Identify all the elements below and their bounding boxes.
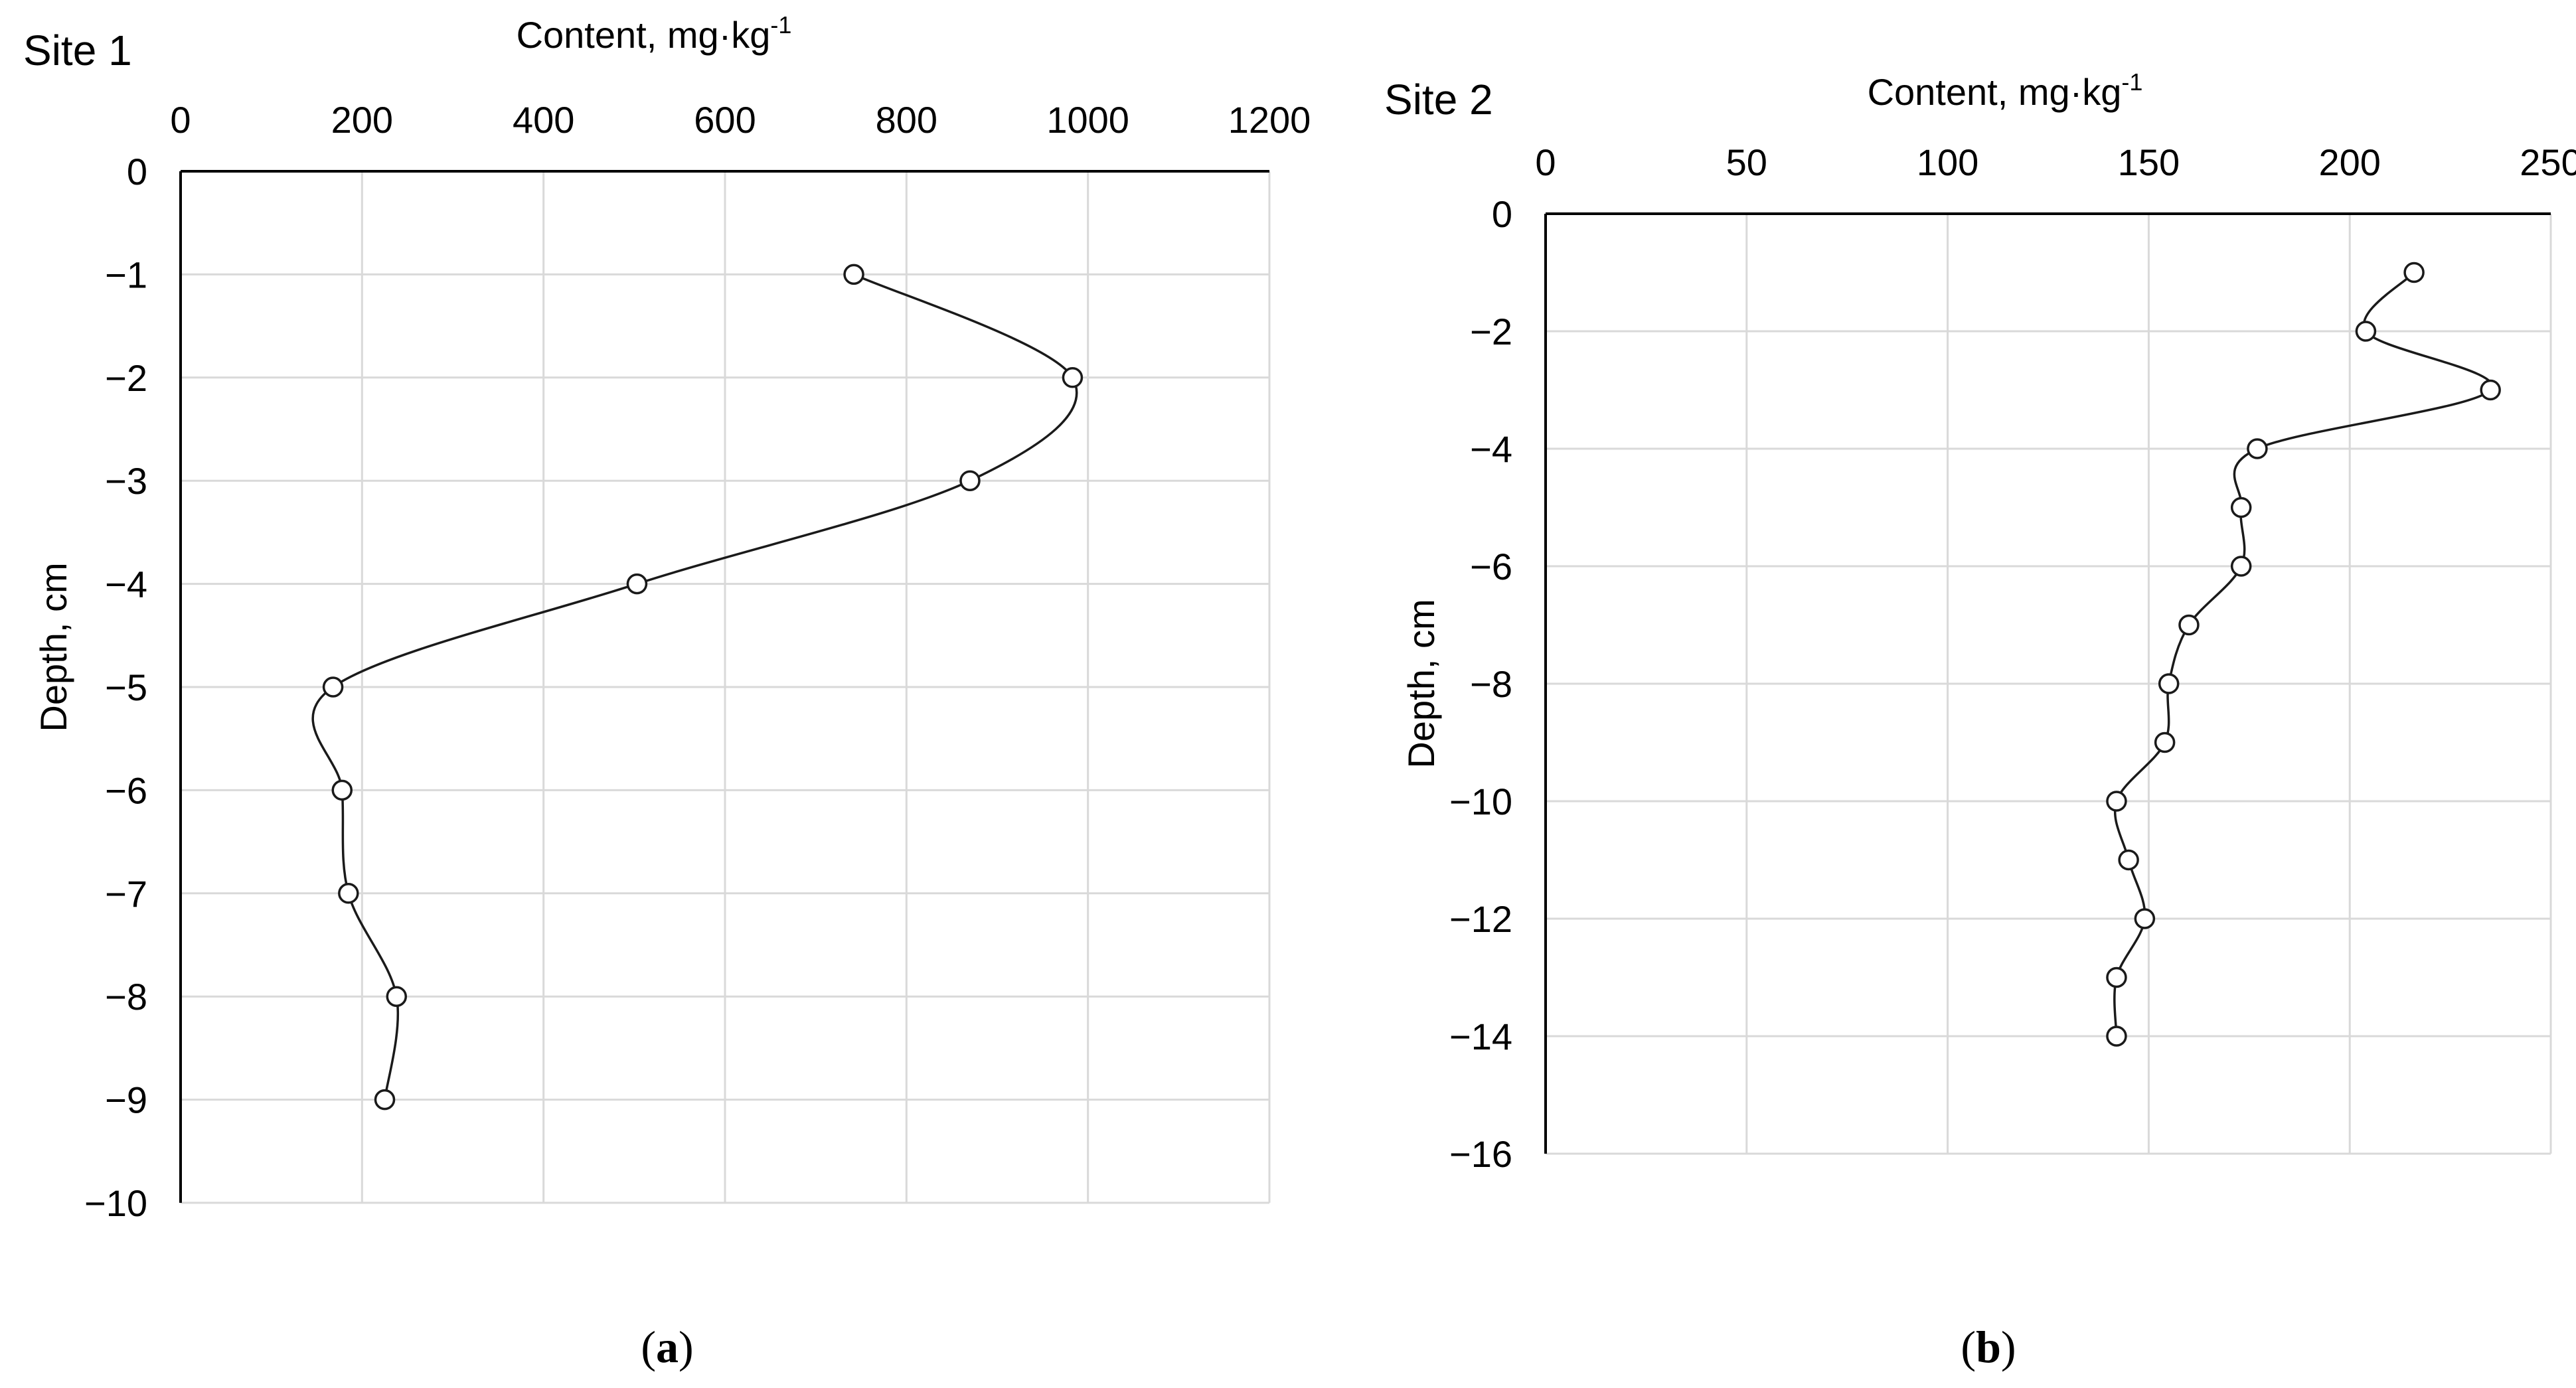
y-tick-label: −10 bbox=[1449, 781, 1512, 822]
x-axis-label: Content, mg·kg-1 bbox=[517, 11, 792, 56]
y-axis-label: Depth, cm bbox=[1400, 599, 1442, 768]
y-tick-label: 0 bbox=[127, 151, 147, 193]
data-point-marker bbox=[322, 676, 344, 698]
data-point-marker bbox=[374, 1089, 396, 1111]
y-tick-label: −7 bbox=[105, 873, 147, 915]
panel-title: Site 1 bbox=[23, 27, 132, 74]
data-point-marker bbox=[386, 986, 408, 1007]
data-point-marker bbox=[2158, 673, 2180, 694]
y-tick-label: 0 bbox=[1492, 193, 1512, 235]
data-point-marker bbox=[2106, 1026, 2127, 1047]
x-tick-label: 100 bbox=[1917, 141, 1978, 183]
x-axis-label: Content, mg·kg-1 bbox=[1868, 68, 2143, 113]
data-point-marker bbox=[2403, 262, 2425, 283]
y-tick-label: −5 bbox=[105, 666, 147, 708]
y-tick-label: −10 bbox=[84, 1182, 147, 1224]
y-tick-label: −4 bbox=[1470, 428, 1512, 470]
data-point-marker bbox=[843, 264, 864, 285]
x-tick-label: 0 bbox=[1535, 141, 1556, 183]
y-tick-label: −2 bbox=[105, 357, 147, 399]
data-point-marker bbox=[2230, 556, 2252, 577]
y-tick-label: −9 bbox=[105, 1079, 147, 1121]
y-tick-label: −3 bbox=[105, 460, 147, 502]
data-point-marker bbox=[959, 470, 981, 491]
x-tick-label: 250 bbox=[2520, 141, 2576, 183]
data-point-marker bbox=[2230, 497, 2252, 518]
y-tick-label: −6 bbox=[105, 769, 147, 811]
x-tick-label: 800 bbox=[876, 99, 937, 141]
x-tick-label: 200 bbox=[2318, 141, 2380, 183]
y-tick-label: −1 bbox=[105, 254, 147, 295]
data-point-marker bbox=[331, 779, 353, 801]
x-tick-label: 600 bbox=[694, 99, 756, 141]
data-point-marker bbox=[2118, 849, 2139, 871]
data-point-marker bbox=[2247, 438, 2268, 459]
y-tick-label: −16 bbox=[1449, 1133, 1512, 1175]
x-tick-label: 0 bbox=[170, 99, 191, 141]
data-point-marker bbox=[2355, 321, 2377, 342]
chart-panel-site-1: 0 200 400 600 800 1000 1200 0 −1 −2 −3 −4 −5 −6 −7 −8 −… bbox=[23, 11, 1311, 1372]
chart-panel-site-2: 0 50 100 150 200 250 0 −2 −4 −6 −8 −10 −12 −14 −16 Si… bbox=[1384, 68, 2576, 1372]
y-axis-label: Depth, cm bbox=[33, 562, 74, 732]
data-point-marker bbox=[2178, 614, 2200, 636]
x-tick-label: 1000 bbox=[1046, 99, 1129, 141]
y-tick-label: −6 bbox=[1470, 546, 1512, 587]
panel-caption: (a) bbox=[641, 1322, 693, 1372]
data-point-marker bbox=[2154, 732, 2176, 753]
y-tick-label: −2 bbox=[1470, 311, 1512, 352]
data-point-marker bbox=[338, 883, 359, 904]
data-point-marker bbox=[2480, 379, 2501, 401]
data-point-marker bbox=[626, 573, 648, 595]
panel-title: Site 2 bbox=[1384, 76, 1493, 123]
panel-caption: (b) bbox=[1961, 1322, 2016, 1372]
data-point-marker bbox=[2106, 791, 2127, 812]
data-point-marker bbox=[2134, 908, 2156, 929]
y-tick-label: −4 bbox=[105, 564, 147, 605]
y-tick-label: −8 bbox=[1470, 663, 1512, 705]
x-tick-label: 400 bbox=[513, 99, 574, 141]
data-point-marker bbox=[2106, 966, 2127, 988]
x-tick-label: 50 bbox=[1726, 141, 1767, 183]
y-tick-label: −8 bbox=[105, 976, 147, 1018]
series-line bbox=[311, 273, 1078, 1100]
x-tick-label: 150 bbox=[2118, 141, 2180, 183]
y-tick-label: −12 bbox=[1449, 898, 1512, 940]
x-tick-label: 200 bbox=[331, 99, 393, 141]
data-point-marker bbox=[1062, 367, 1084, 388]
y-tick-label: −14 bbox=[1449, 1016, 1512, 1057]
x-tick-label: 1200 bbox=[1228, 99, 1311, 141]
